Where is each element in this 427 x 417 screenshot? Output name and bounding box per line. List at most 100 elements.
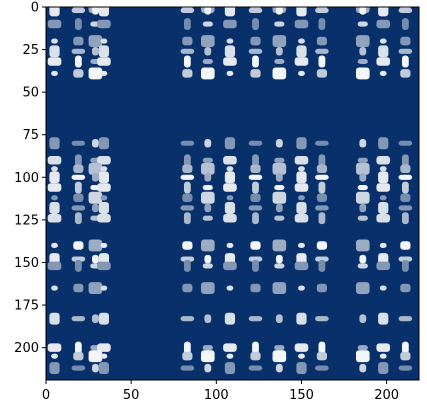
heatmap-cell: [298, 195, 305, 201]
y-tick-label: 50: [22, 86, 39, 101]
heatmap-cell: [398, 316, 413, 322]
heatmap-cell: [274, 184, 285, 191]
heatmap-cell: [294, 183, 309, 192]
heatmap-cell: [274, 345, 285, 351]
heatmap-cell: [202, 345, 213, 351]
heatmap-cell: [47, 261, 62, 271]
heatmap-cell: [88, 282, 103, 294]
heatmap-cell: [183, 181, 191, 194]
x-axis: 0 50 100 150 200: [42, 380, 399, 403]
heatmap-cell: [97, 57, 111, 66]
heatmap-cell: [223, 343, 237, 352]
heatmap-cell: [47, 343, 62, 352]
heatmap-cell: [91, 173, 99, 182]
heatmap-cell: [272, 239, 287, 252]
heatmap-cell: [318, 181, 326, 194]
heatmap-cell: [182, 164, 193, 174]
heatmap-cell: [250, 283, 261, 293]
heatmap-cell: [401, 212, 409, 225]
heatmap-cell: [357, 157, 368, 163]
heatmap-cell: [98, 171, 110, 184]
y-tick-label: 125: [14, 213, 39, 228]
heatmap-cell: [315, 365, 329, 371]
heatmap-cell: [182, 241, 193, 250]
heatmap-cell: [47, 156, 62, 165]
heatmap-cell: [315, 174, 329, 180]
heatmap-cell: [226, 353, 234, 359]
y-tick-label: 75: [22, 128, 39, 143]
heatmap-cell: [400, 69, 411, 78]
heatmap-cell: [275, 203, 283, 213]
heatmap-cell: [182, 283, 193, 293]
heatmap-cell: [250, 351, 261, 361]
heatmap-cell: [318, 18, 326, 30]
heatmap-cell: [252, 18, 259, 30]
heatmap-cell: [49, 362, 60, 375]
heatmap-cell: [274, 157, 285, 163]
heatmap-cell: [226, 166, 234, 172]
heatmap-cell: [71, 205, 86, 211]
heatmap-cell: [296, 7, 307, 17]
heatmap-cell: [223, 57, 237, 66]
heatmap-cell: [49, 7, 60, 17]
heatmap-cell: [275, 254, 283, 264]
heatmap-cell: [200, 282, 215, 294]
heatmap-cell: [298, 353, 305, 359]
y-axis: 0 25 50 75 100 125 150 175 200: [14, 1, 46, 356]
heatmap-cell: [71, 140, 86, 146]
heatmap-cell: [73, 283, 84, 293]
heatmap-cell: [88, 350, 103, 363]
heatmap-cell: [226, 195, 234, 201]
heatmap-cell: [248, 7, 263, 13]
heatmap-cell: [98, 137, 110, 150]
heatmap-cell: [355, 282, 370, 294]
heatmap-cell: [379, 38, 387, 44]
heatmap-cell: [49, 171, 60, 184]
heatmap-cell: [315, 140, 329, 146]
heatmap-cell: [248, 256, 263, 262]
heatmap-cell: [180, 174, 195, 180]
heatmap-cell: [376, 57, 391, 66]
heatmap-cell: [91, 254, 99, 264]
heatmap-cell: [272, 35, 287, 48]
heatmap-cell: [183, 154, 191, 167]
heatmap-cell: [275, 138, 283, 148]
x-tick-label: 200: [374, 388, 399, 403]
heatmap-cell: [275, 173, 283, 182]
heatmap-cell: [400, 164, 411, 174]
heatmap-cell: [73, 193, 84, 203]
heatmap-cell: [73, 69, 84, 78]
heatmap-cell: [180, 48, 195, 54]
heatmap-cell: [100, 38, 108, 44]
heatmap-cell: [355, 191, 370, 204]
heatmap-cell: [376, 343, 391, 352]
heatmap-cell: [226, 242, 234, 249]
heatmap-cell: [51, 70, 58, 76]
heatmap-cell: [252, 181, 259, 194]
heatmap-cell: [294, 156, 309, 165]
heatmap-cell: [200, 350, 215, 363]
heatmap-cell: [183, 55, 191, 68]
x-tick-label: 0: [42, 388, 50, 403]
heatmap-cell: [204, 7, 212, 15]
heatmap-cell: [355, 350, 370, 363]
heatmap-cell: [47, 57, 62, 66]
heatmap-cell: [182, 193, 193, 203]
heatmap-cell: [224, 45, 236, 58]
heatmap-cell: [224, 362, 236, 375]
heatmap-cell: [378, 202, 389, 214]
heatmap-cell: [398, 7, 413, 13]
heatmap-cell: [357, 58, 368, 65]
heatmap-cell: [183, 212, 191, 225]
heatmap-cell: [100, 285, 108, 291]
heatmap-cell: [224, 312, 236, 325]
heatmap-cell: [51, 285, 58, 291]
heatmap-cell: [49, 312, 60, 325]
heatmap-cell: [47, 19, 62, 29]
heatmap-cell: [51, 195, 58, 201]
heatmap-cell: [183, 259, 191, 272]
heatmap-cell: [298, 166, 305, 172]
heatmap-cell: [357, 184, 368, 191]
heatmap-cell: [316, 351, 328, 361]
heatmap-cell: [401, 341, 409, 354]
